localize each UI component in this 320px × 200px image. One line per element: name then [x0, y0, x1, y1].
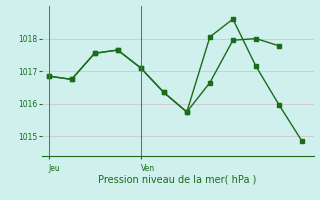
X-axis label: Pression niveau de la mer( hPa ): Pression niveau de la mer( hPa ): [99, 174, 257, 184]
